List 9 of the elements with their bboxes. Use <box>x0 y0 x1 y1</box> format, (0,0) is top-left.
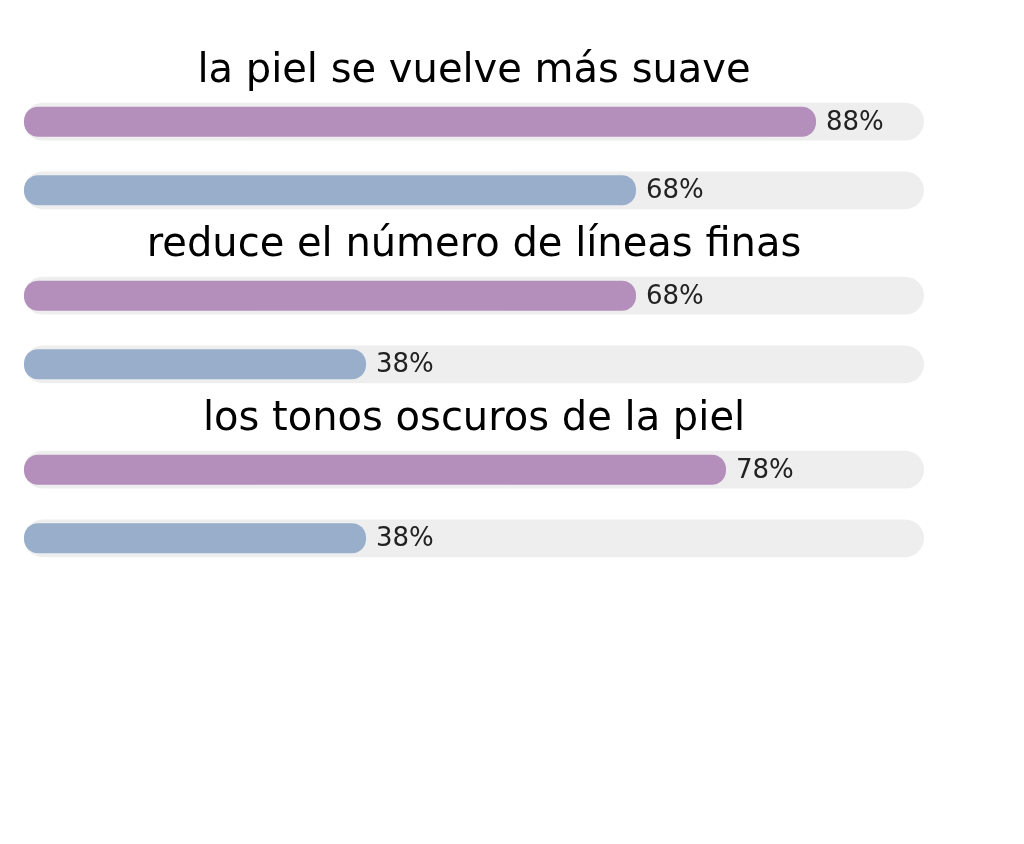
y-tick-label: la piel se vuelve más suave <box>197 45 751 91</box>
y-tick-label: reduce el número de líneas finas <box>146 219 802 265</box>
y-tick-label: los tonos oscuros de la piel <box>202 393 746 439</box>
data-label: 78% <box>736 453 794 484</box>
data-label: 38% <box>376 522 434 553</box>
data-label: 88% <box>826 105 884 136</box>
data-label: 68% <box>646 174 704 205</box>
data-label: 38% <box>376 348 434 379</box>
data-label: 68% <box>646 279 704 310</box>
